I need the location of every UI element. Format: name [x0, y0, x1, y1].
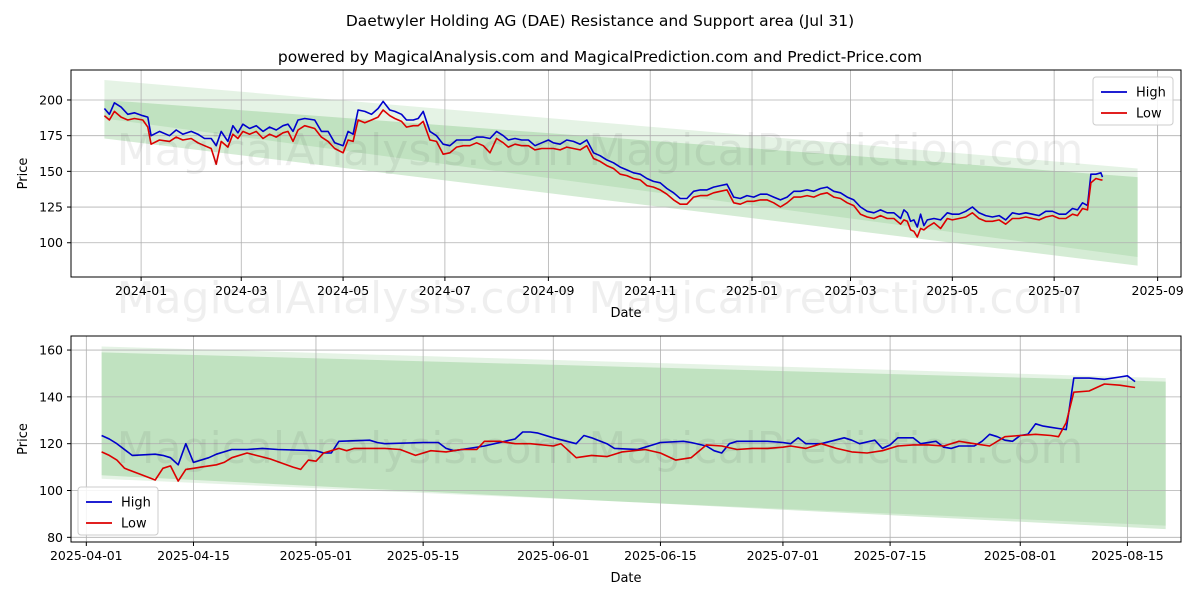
top-x-tick-label-3: 2024-07 — [419, 283, 471, 298]
top-y-tick-label-4: 200 — [39, 92, 63, 107]
top-x-tick-label-9: 2025-07 — [1028, 283, 1080, 298]
top-x-tick-label-8: 2025-05 — [926, 283, 978, 298]
bottom-y-tick-label-4: 160 — [39, 343, 63, 358]
top-chart-panel: 2024-01 2024-03 2024-05 2024-07 2024-09 2024-… — [16, 69, 1184, 321]
watermark-top: MagicalAnalysis.com MagicalPrediction.co… — [117, 125, 1084, 176]
top-x-tick-label-2: 2024-05 — [317, 283, 369, 298]
bottom-x-tick-label-8: 2025-08-01 — [984, 548, 1057, 563]
top-y-tick-label-1: 125 — [39, 200, 63, 215]
top-x-tick-label-7: 2025-03 — [824, 283, 876, 298]
bottom-y-tick-label-2: 120 — [39, 436, 63, 451]
top-y-tick-label-0: 100 — [39, 235, 63, 250]
bottom-legend-label-high: High — [121, 496, 151, 511]
bottom-x-tick-label-5: 2025-06-15 — [624, 548, 697, 563]
top-x-tick-label-5: 2024-11 — [624, 283, 676, 298]
top-legend: High Low — [1092, 76, 1174, 126]
chart-title: Daetwyler Holding AG (DAE) Resistance an… — [346, 12, 854, 30]
top-x-tick-label-1: 2024-03 — [215, 283, 267, 298]
bottom-band-0 — [101, 346, 1166, 526]
bottom-series-low-line — [101, 383, 1136, 482]
top-band-0 — [104, 80, 1138, 257]
top-series-low-line — [103, 109, 1103, 238]
bottom-series-high-line — [101, 374, 1136, 466]
bottom-x-axis-label: Date — [610, 571, 641, 586]
bottom-y-tick-label-1: 100 — [39, 483, 63, 498]
top-x-tick-label-4: 2024-09 — [522, 283, 574, 298]
top-x-tick-label-0: 2024-01 — [115, 283, 167, 298]
watermark-middle: MagicalAnalysis.com MagicalPrediction.co… — [117, 273, 1084, 324]
bottom-x-tick-label-4: 2025-06-01 — [517, 548, 590, 563]
bottom-y-axis-label: Price — [16, 423, 31, 455]
bottom-x-tick-label-0: 2025-04-01 — [50, 548, 123, 563]
bottom-x-tick-label-7: 2025-07-15 — [854, 548, 927, 563]
top-x-tick-label-10: 2025-09 — [1132, 283, 1184, 298]
top-band-1 — [104, 100, 1138, 266]
bottom-x-tick-label-6: 2025-07-01 — [747, 548, 820, 563]
bottom-x-tick-label-9: 2025-08-15 — [1091, 548, 1164, 563]
top-y-tick-label-2: 150 — [39, 164, 63, 179]
top-legend-label-low: Low — [1136, 107, 1162, 122]
top-series-high-line — [103, 100, 1104, 228]
bottom-x-tick-label-1: 2025-04-15 — [157, 548, 230, 563]
bottom-x-tick-label-3: 2025-05-15 — [387, 548, 460, 563]
watermark-bottom: MagicalAnalysis.com MagicalPrediction.co… — [117, 423, 1084, 474]
top-y-tick-label-3: 175 — [39, 128, 63, 143]
chart-subtitle: powered by MagicalAnalysis.com and Magic… — [278, 48, 922, 66]
bottom-x-tick-label-2: 2025-05-01 — [280, 548, 353, 563]
bottom-axes-frame — [70, 335, 1182, 543]
top-y-axis-label: Price — [16, 158, 31, 190]
bottom-y-tick-label-3: 140 — [39, 389, 63, 404]
bottom-y-tick-label-0: 80 — [47, 530, 63, 545]
bottom-legend: High Low — [77, 486, 159, 536]
top-x-tick-label-6: 2025-01 — [726, 283, 778, 298]
bottom-chart-panel: 2025-04-01 2025-04-15 2025-05-01 2025-05-15… — [16, 335, 1182, 586]
bottom-legend-label-low: Low — [121, 517, 147, 532]
top-legend-label-high: High — [1136, 86, 1166, 101]
top-x-axis-label: Date — [610, 306, 641, 321]
top-axes-frame — [70, 69, 1182, 278]
